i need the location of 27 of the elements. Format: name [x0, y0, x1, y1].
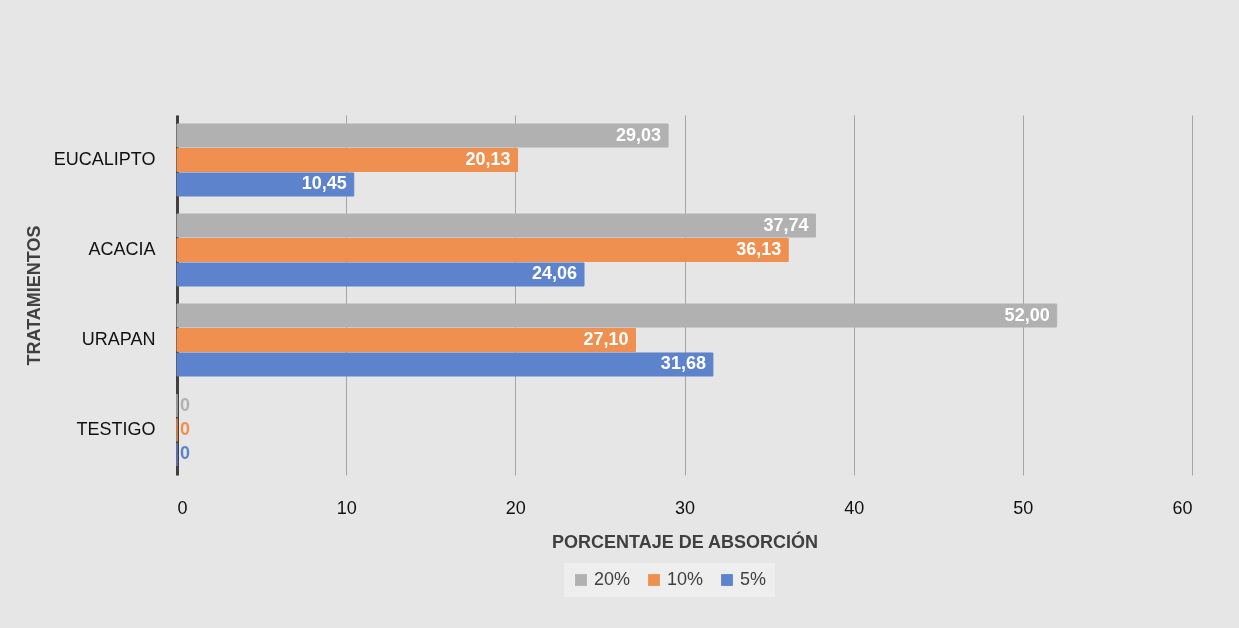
data-label: 31,68: [660, 353, 706, 374]
legend-label: 10%: [667, 569, 704, 589]
x-tick-label: 60: [1172, 497, 1193, 518]
x-axis-title: PORCENTAJE DE ABSORCIÓN: [551, 530, 819, 552]
data-label: 10,45: [301, 173, 347, 194]
data-label: 37,74: [763, 214, 809, 235]
data-label: 0: [180, 443, 191, 464]
x-tick-label: 0: [177, 497, 188, 518]
data-label: 0: [180, 419, 191, 439]
y-tick-label: URAPAN: [81, 329, 156, 349]
data-label: 52,00: [1004, 304, 1050, 325]
x-tick-label: 10: [336, 497, 357, 518]
data-label: 29,03: [616, 124, 662, 145]
y-axis-title: TRATAMIENTOS: [23, 225, 44, 366]
x-tick-label: 30: [674, 497, 696, 518]
y-tick-label: EUCALIPTO: [53, 149, 156, 169]
data-label: 20,13: [465, 149, 511, 169]
x-tick-label: 50: [1013, 497, 1034, 518]
legend-label: 20%: [594, 569, 631, 589]
data-label: 36,13: [736, 239, 782, 259]
data-label: 27,10: [583, 329, 629, 349]
y-tick-label: ACACIA: [88, 239, 156, 259]
legend-label: 5%: [740, 569, 767, 589]
data-label: 24,06: [531, 263, 578, 284]
x-tick-label: 20: [505, 497, 526, 518]
x-tick-label: 40: [844, 497, 865, 518]
y-tick-label: TESTIGO: [76, 419, 156, 439]
